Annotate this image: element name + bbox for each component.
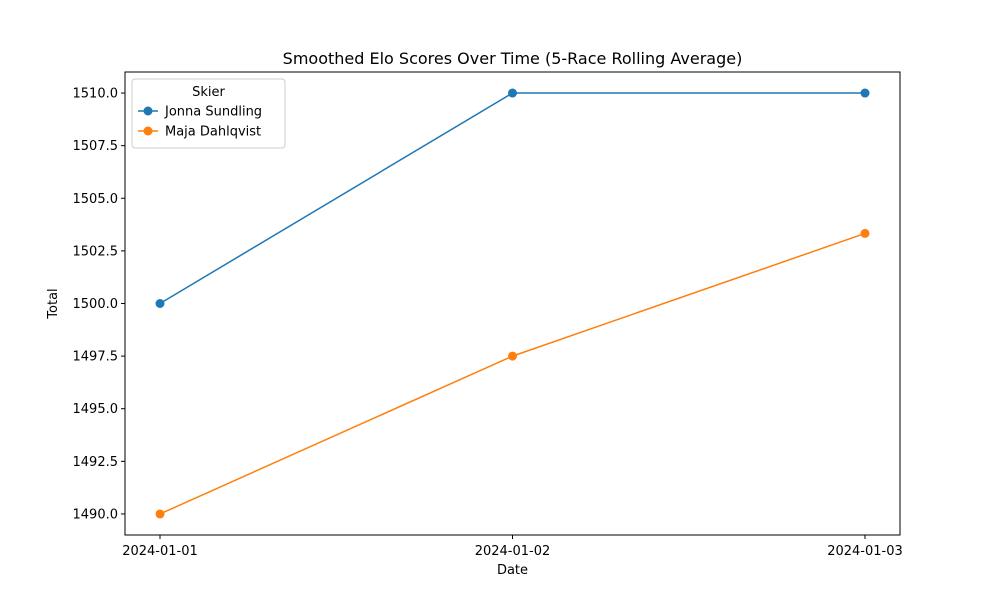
y-tick-label: 1497.5 [73, 350, 119, 365]
series-1-point [860, 88, 870, 98]
y-tick-label: 1490.0 [73, 507, 119, 522]
y-tick-label: 1502.5 [73, 244, 119, 259]
y-tick-label: 1505.0 [73, 192, 119, 207]
legend-marker-1 [143, 106, 153, 116]
y-tick-label: 1500.0 [73, 297, 119, 312]
series-1-point [155, 299, 165, 308]
legend-label-2: Maja Dahlqvist [165, 125, 261, 140]
y-axis-title: Total [46, 288, 61, 319]
y-tick-label: 1507.5 [73, 139, 119, 154]
legend-label-1: Jonna Sundling [164, 105, 262, 120]
x-axis-title: Date [497, 563, 528, 578]
y-tick-label: 1510.0 [73, 87, 119, 102]
y-tick-label: 1492.5 [73, 455, 119, 470]
y-tick-label: 1495.0 [73, 402, 119, 417]
plot-area [155, 88, 870, 519]
legend-box [131, 78, 286, 149]
legend-entries: Jonna Sundling Maja Dahlqvist [138, 105, 262, 140]
legend-marker-2 [143, 126, 153, 136]
chart-title: Smoothed Elo Scores Over Time (5-Race Ro… [283, 49, 743, 68]
series-2-point [508, 351, 517, 361]
x-tick-label: 2024-01-03 [827, 544, 903, 559]
x-tick-label: 2024-01-02 [475, 544, 551, 559]
series-1-point [508, 88, 517, 98]
series-2-point [155, 509, 165, 519]
legend-title: Skier [192, 85, 225, 100]
series-2-point [860, 228, 870, 238]
legend: Skier Jonna Sundling Maja Dahlqvist [131, 78, 286, 149]
x-tick-label: 2024-01-01 [122, 544, 198, 559]
